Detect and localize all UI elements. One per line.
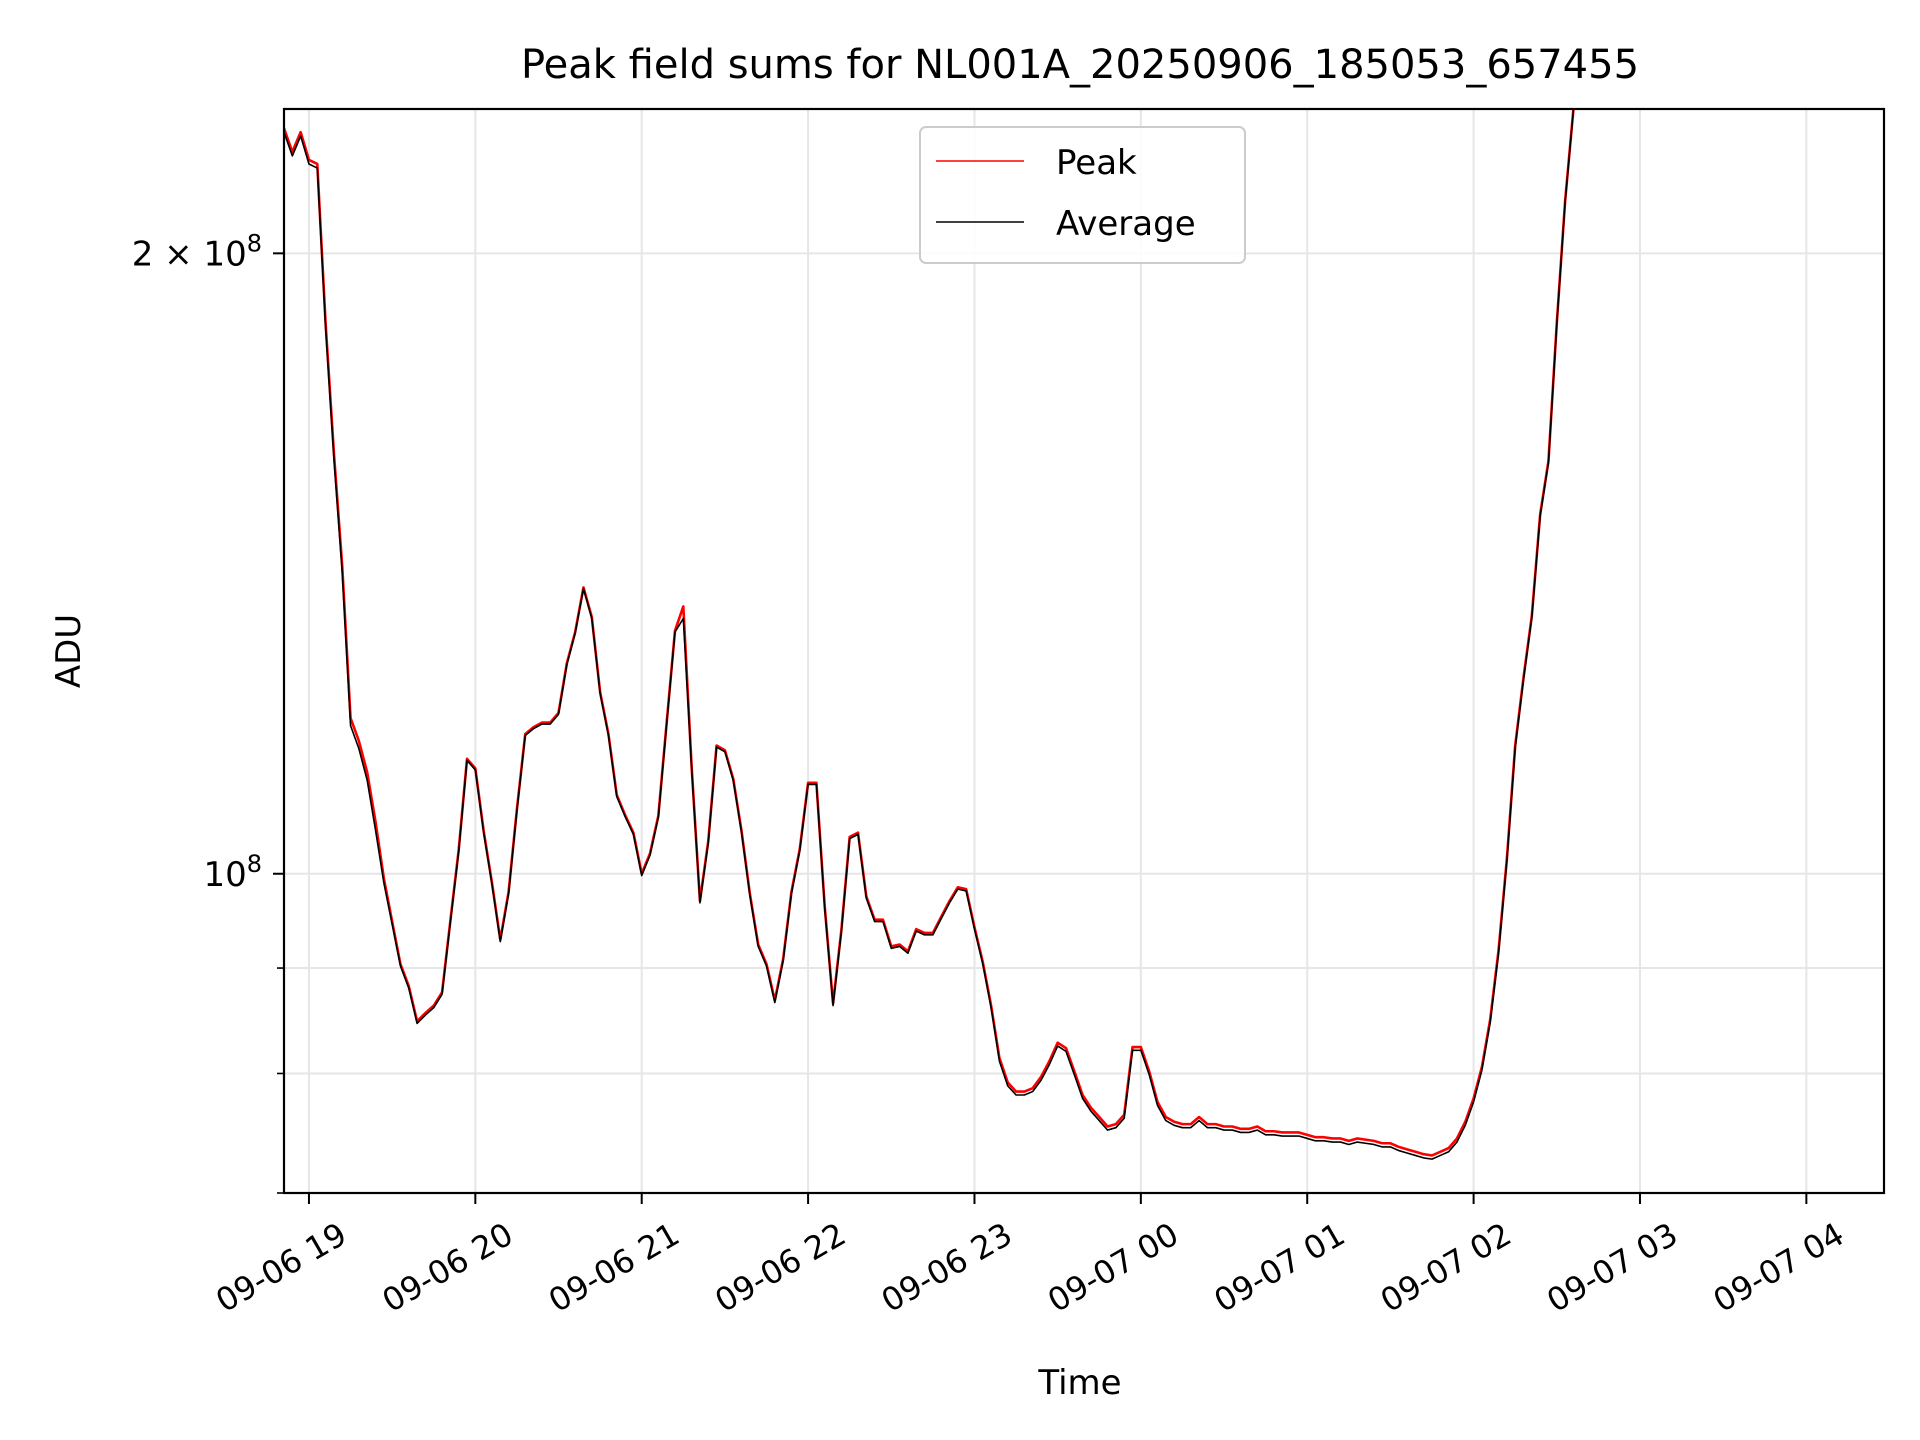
chart-title: Peak field sums for NL001A_20250906_1850… (521, 42, 1639, 88)
series-layer (284, 109, 1575, 1160)
y-axis-label: ADU (49, 614, 89, 688)
legend: Peak Average (919, 126, 1246, 264)
x-axis-label: Time (1037, 1363, 1121, 1403)
legend-label-peak: Peak (1056, 143, 1137, 183)
grid-layer (284, 109, 1884, 1194)
y-tick-label: 2 × 108 (132, 229, 262, 274)
axes-frame (282, 107, 1886, 1195)
legend-label-average: Average (1056, 204, 1196, 244)
series-line-average (284, 110, 1575, 1160)
y-tick-label: 108 (203, 850, 262, 895)
